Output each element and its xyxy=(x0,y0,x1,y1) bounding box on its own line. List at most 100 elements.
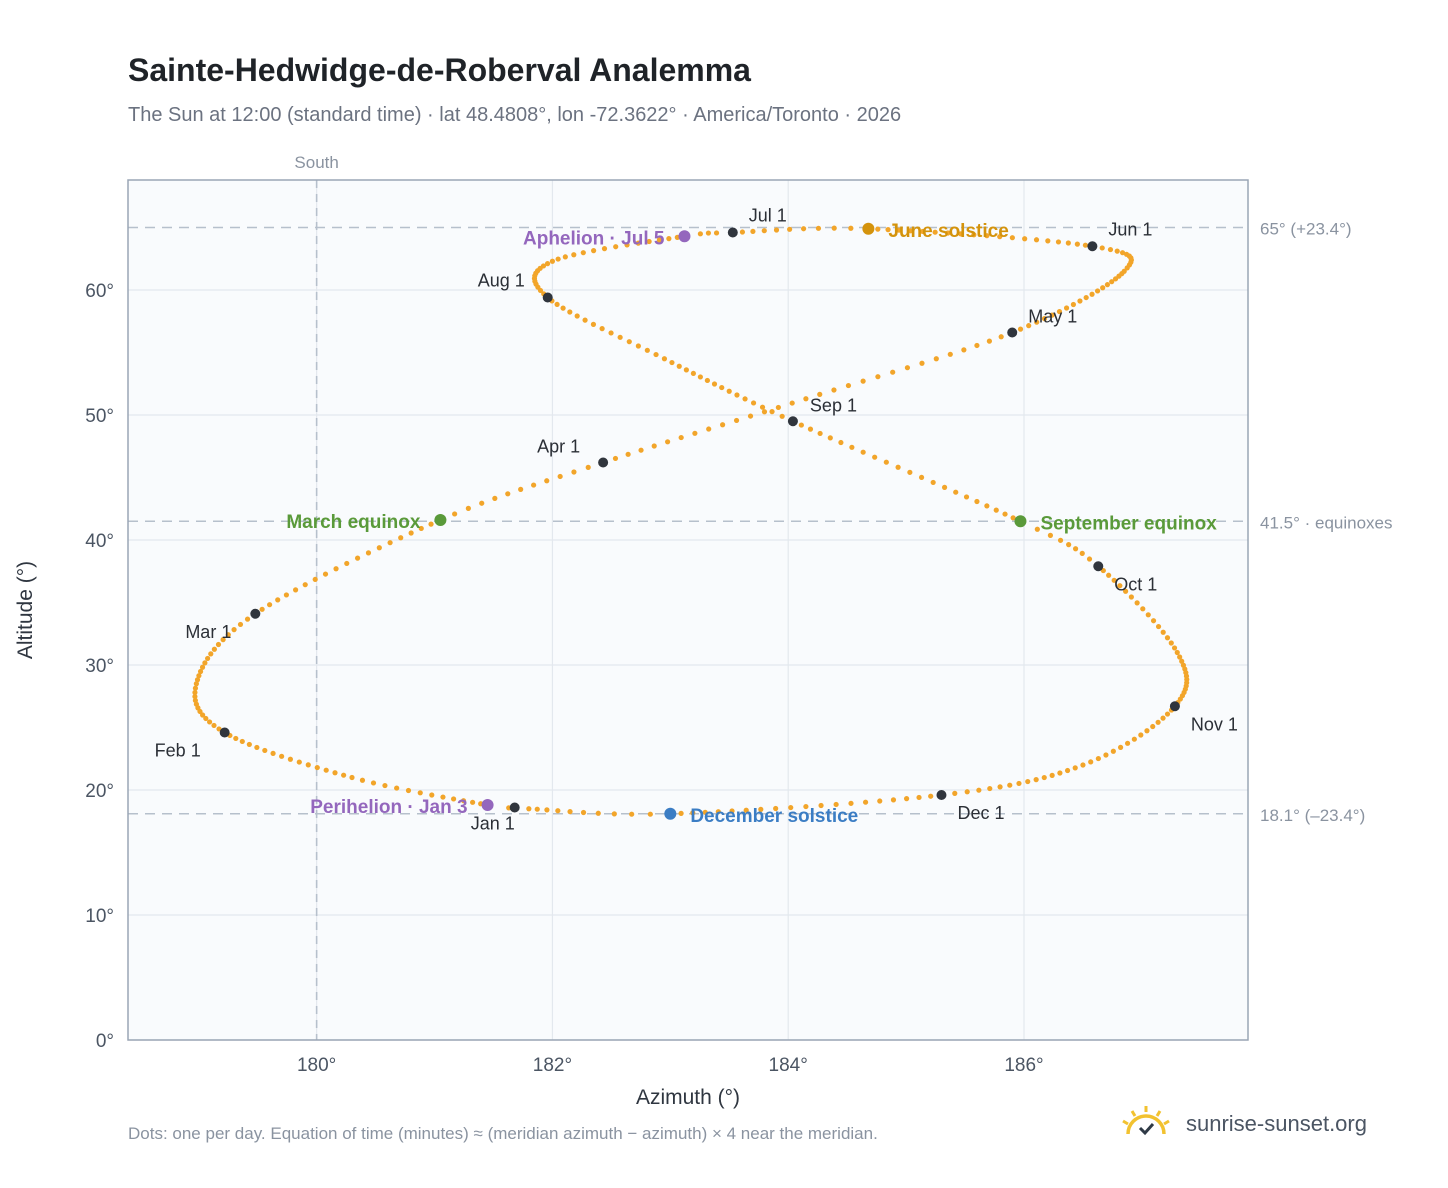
daily-sun-dot xyxy=(651,443,657,449)
daily-sun-dot xyxy=(1111,577,1117,583)
daily-sun-dot xyxy=(647,811,653,817)
month-label: Oct 1 xyxy=(1114,574,1157,594)
daily-sun-dot xyxy=(635,240,641,246)
daily-sun-dot xyxy=(202,660,208,666)
daily-sun-dot xyxy=(199,664,206,670)
daily-sun-dot xyxy=(233,735,239,742)
daily-sun-dot xyxy=(1045,238,1051,244)
daily-sun-dot xyxy=(429,792,435,798)
daily-sun-dot xyxy=(1099,245,1105,251)
daily-sun-dot xyxy=(817,430,823,437)
daily-sun-dot xyxy=(720,422,726,428)
daily-sun-dot xyxy=(287,756,293,762)
daily-sun-dot xyxy=(1065,240,1071,246)
daily-sun-dot xyxy=(833,801,839,808)
daily-sun-dot xyxy=(904,365,911,371)
daily-sun-dot xyxy=(997,784,1003,790)
daily-sun-dot xyxy=(365,550,372,556)
daily-sun-dot xyxy=(907,469,913,475)
daily-sun-dot xyxy=(742,396,748,402)
daily-sun-dot xyxy=(928,793,934,799)
daily-sun-dot xyxy=(1017,326,1024,332)
daily-sun-dot xyxy=(831,387,837,393)
daily-sun-dot xyxy=(244,616,251,622)
equinox-marker xyxy=(434,514,447,526)
daily-sun-dot xyxy=(192,685,199,691)
daily-sun-dot xyxy=(1094,288,1101,294)
daily-sun-dot xyxy=(450,796,457,802)
month-label: Jul 1 xyxy=(749,206,787,226)
daily-sun-dot xyxy=(678,810,684,816)
equinox-marker xyxy=(1014,515,1027,528)
daily-sun-dot xyxy=(987,785,993,792)
sun-logo-icon xyxy=(1120,1104,1172,1143)
daily-sun-dot xyxy=(1164,711,1171,717)
daily-sun-dot xyxy=(333,566,339,572)
daily-sun-dot xyxy=(733,417,740,424)
daily-sun-dot xyxy=(848,800,854,806)
daily-sun-dot xyxy=(557,473,563,480)
month-label: Apr 1 xyxy=(537,437,580,457)
daily-sun-dot xyxy=(1134,600,1140,606)
daily-sun-dot xyxy=(555,256,561,262)
daily-sun-dot xyxy=(815,225,822,231)
daily-sun-dot xyxy=(1072,765,1078,771)
daily-sun-dot xyxy=(465,505,471,511)
equinox-label: March equinox xyxy=(286,512,421,533)
daily-sun-dot xyxy=(916,794,922,801)
daily-sun-dot xyxy=(1104,282,1111,288)
brand[interactable]: sunrise-sunset.org xyxy=(1120,1104,1367,1143)
daily-sun-dot xyxy=(237,621,244,628)
daily-sun-dot xyxy=(661,356,668,362)
daily-sun-dot xyxy=(849,444,855,450)
daily-sun-dot xyxy=(747,413,754,419)
solstice_december-label: December solstice xyxy=(690,806,858,827)
daily-sun-dot xyxy=(743,807,749,813)
daily-sun-dot xyxy=(976,787,982,793)
daily-sun-dot xyxy=(964,789,970,795)
daily-sun-dot xyxy=(1121,268,1127,274)
daily-sun-dot xyxy=(860,449,866,455)
daily-sun-dot xyxy=(567,809,573,815)
daily-sun-dot xyxy=(1057,770,1063,776)
daily-sun-dot xyxy=(885,227,891,233)
daily-sun-dot xyxy=(580,809,587,816)
daily-sun-dot xyxy=(398,535,404,541)
daily-sun-dot xyxy=(635,343,641,349)
daily-sun-dot xyxy=(998,334,1004,340)
daily-sun-dot xyxy=(1131,736,1137,742)
daily-sun-dot xyxy=(1106,572,1112,578)
daily-sun-dot xyxy=(479,500,485,506)
daily-sun-dot xyxy=(231,627,237,633)
daily-sun-dot xyxy=(845,382,852,389)
daily-sun-dot xyxy=(890,797,897,803)
daily-sun-dot xyxy=(838,439,844,446)
daily-sun-dot xyxy=(1089,291,1095,297)
y-tick-label: 50° xyxy=(85,406,114,427)
month-marker xyxy=(727,227,738,238)
daily-sun-dot xyxy=(883,459,889,465)
month-label: Sep 1 xyxy=(810,395,857,415)
daily-sun-dot xyxy=(312,576,318,583)
x-axis-title: Azimuth (°) xyxy=(636,1086,740,1109)
daily-sun-dot xyxy=(860,378,866,384)
month-marker xyxy=(598,457,609,468)
month-label: Aug 1 xyxy=(478,271,525,291)
daily-sun-dot xyxy=(1103,752,1109,758)
y-tick-label: 60° xyxy=(85,281,114,302)
daily-sun-dot xyxy=(292,587,299,593)
daily-sun-dot xyxy=(895,464,901,470)
daily-sun-dot xyxy=(601,246,608,252)
daily-sun-dot xyxy=(1119,250,1126,256)
daily-sun-dot xyxy=(534,806,540,812)
daily-sun-dot xyxy=(193,681,199,687)
daily-sun-dot xyxy=(560,305,566,311)
daily-sun-dot xyxy=(638,447,644,453)
month-label: Nov 1 xyxy=(1191,714,1238,734)
daily-sun-dot xyxy=(739,229,746,235)
daily-sun-dot xyxy=(555,808,561,814)
daily-sun-dot xyxy=(818,802,824,809)
y-tick-label: 10° xyxy=(85,906,114,927)
daily-sun-dot xyxy=(961,347,967,353)
daily-sun-dot xyxy=(626,339,632,345)
